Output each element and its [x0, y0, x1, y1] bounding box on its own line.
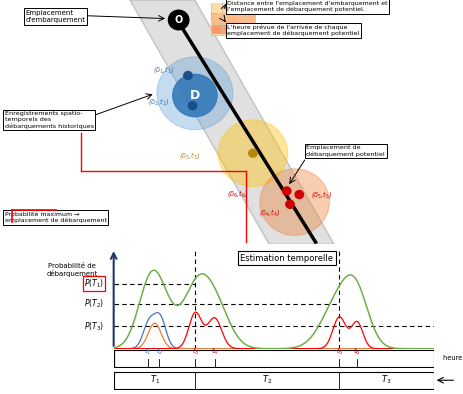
Circle shape — [259, 169, 329, 235]
Text: Probabilité de
débarquement: Probabilité de débarquement — [46, 263, 98, 277]
Circle shape — [285, 200, 294, 208]
FancyBboxPatch shape — [233, 3, 244, 13]
Circle shape — [156, 57, 232, 130]
Polygon shape — [130, 0, 333, 244]
Circle shape — [188, 102, 196, 110]
FancyBboxPatch shape — [211, 14, 221, 24]
Circle shape — [168, 10, 188, 30]
FancyBboxPatch shape — [244, 14, 255, 24]
Text: $P(T_3)$: $P(T_3)$ — [84, 320, 104, 333]
Text: $t_2$: $t_2$ — [156, 346, 163, 357]
Text: $P(T_1)$: $P(T_1)$ — [84, 277, 104, 290]
Text: $t_1$: $t_1$ — [144, 346, 151, 357]
FancyBboxPatch shape — [244, 24, 255, 34]
Text: ($\delta_5$,$t_5$): ($\delta_5$,$t_5$) — [310, 189, 332, 200]
FancyBboxPatch shape — [222, 14, 232, 24]
Circle shape — [294, 191, 303, 199]
Text: ($\delta_6$,$t_6$): ($\delta_6$,$t_6$) — [227, 188, 248, 199]
Text: L'heure prévue de l'arrivée de chaque
emplacement de débarquement potentiel: L'heure prévue de l'arrivée de chaque em… — [227, 24, 359, 36]
Circle shape — [282, 187, 290, 195]
FancyBboxPatch shape — [233, 24, 244, 35]
Text: Emplacement
d'embarquement: Emplacement d'embarquement — [25, 10, 85, 23]
Text: O: O — [174, 15, 182, 25]
FancyBboxPatch shape — [233, 24, 244, 34]
Circle shape — [248, 149, 257, 157]
Text: heure (1440 min/j): heure (1440 min/j) — [443, 355, 463, 361]
FancyBboxPatch shape — [211, 14, 221, 24]
FancyBboxPatch shape — [211, 3, 221, 13]
FancyBboxPatch shape — [222, 3, 232, 13]
Text: $T_2$: $T_2$ — [262, 374, 272, 387]
FancyBboxPatch shape — [244, 24, 255, 35]
Text: Enregistrements spatio-
temporels des
débarquements historiques: Enregistrements spatio- temporels des dé… — [5, 112, 94, 128]
Circle shape — [183, 71, 192, 80]
FancyBboxPatch shape — [244, 3, 255, 13]
FancyBboxPatch shape — [233, 3, 244, 13]
Text: $t_6$: $t_6$ — [352, 346, 360, 357]
FancyBboxPatch shape — [233, 14, 244, 24]
Text: ($\delta_4$,$t_4$): ($\delta_4$,$t_4$) — [258, 206, 280, 217]
Text: $T_1$: $T_1$ — [150, 374, 160, 387]
FancyBboxPatch shape — [211, 3, 221, 13]
FancyBboxPatch shape — [113, 350, 433, 368]
FancyBboxPatch shape — [222, 3, 232, 13]
Text: D: D — [189, 89, 200, 102]
Text: ($\delta_1$,$t_1$): ($\delta_1$,$t_1$) — [153, 63, 174, 74]
FancyBboxPatch shape — [233, 14, 244, 24]
Text: $t_3$: $t_3$ — [191, 346, 199, 357]
Text: $t_5$: $t_5$ — [335, 346, 343, 357]
Circle shape — [172, 74, 217, 117]
Text: Estimation temporelle: Estimation temporelle — [239, 254, 332, 263]
Text: $T_3$: $T_3$ — [380, 374, 390, 387]
Text: $P(T_2)$: $P(T_2)$ — [84, 298, 104, 310]
FancyBboxPatch shape — [244, 14, 255, 24]
FancyBboxPatch shape — [211, 24, 221, 35]
Text: $t_4$: $t_4$ — [210, 346, 218, 357]
FancyBboxPatch shape — [222, 24, 232, 34]
FancyBboxPatch shape — [211, 24, 221, 34]
Text: Emplacement de
débarquement potentiel: Emplacement de débarquement potentiel — [306, 145, 384, 157]
FancyBboxPatch shape — [244, 3, 255, 13]
FancyBboxPatch shape — [113, 372, 433, 389]
Text: Probabilité maximum →
emplacement de débarquement: Probabilité maximum → emplacement de déb… — [5, 212, 106, 223]
Text: ($\delta_2$,$t_2$): ($\delta_2$,$t_2$) — [147, 95, 169, 106]
Circle shape — [218, 120, 287, 186]
Text: ($\delta_3$,$t_3$): ($\delta_3$,$t_3$) — [179, 150, 200, 161]
FancyBboxPatch shape — [222, 24, 232, 35]
FancyBboxPatch shape — [222, 14, 232, 24]
Text: Distance entre l'emplacement d'embarquement et
l'emplacement de débarquement pot: Distance entre l'emplacement d'embarquem… — [227, 1, 387, 12]
